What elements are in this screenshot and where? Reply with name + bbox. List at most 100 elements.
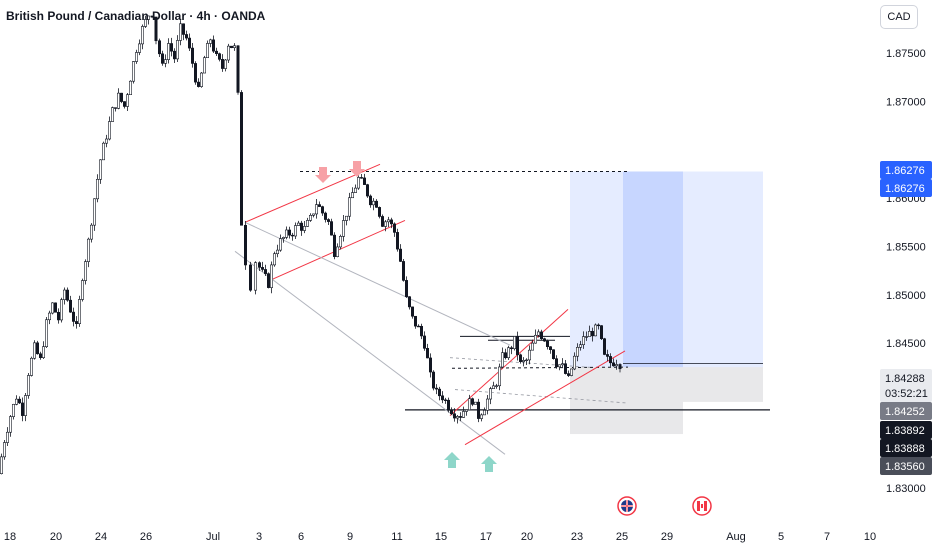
candle-body bbox=[428, 357, 432, 373]
candle-body bbox=[596, 324, 600, 327]
candle-body bbox=[114, 107, 118, 109]
candle-body bbox=[47, 312, 51, 321]
candle-body bbox=[158, 40, 162, 55]
candle-body bbox=[188, 37, 192, 49]
time-tick-label: Jul bbox=[206, 531, 220, 543]
candle-body bbox=[434, 387, 438, 390]
candle-body bbox=[230, 45, 234, 49]
time-tick-label: 10 bbox=[864, 531, 876, 543]
candle-body bbox=[323, 212, 327, 220]
symbol-title[interactable]: British Pound / Canadian Dollar · 4h · O… bbox=[6, 9, 266, 23]
target-price-tag-a: 1.86276 bbox=[885, 165, 925, 177]
level-tag-a: 1.83892 bbox=[885, 425, 925, 437]
candle-body bbox=[90, 224, 94, 240]
candle-body bbox=[335, 246, 339, 257]
candle-body bbox=[154, 16, 158, 42]
candle-body bbox=[41, 346, 45, 358]
target-zone-highlight bbox=[623, 171, 683, 368]
candle-body bbox=[44, 319, 48, 347]
time-tick-label: 26 bbox=[140, 531, 152, 543]
candle-body bbox=[66, 289, 70, 301]
candle-body bbox=[560, 363, 564, 366]
candle-body bbox=[338, 236, 342, 248]
price-tick-label: 1.85500 bbox=[886, 242, 926, 254]
candle-body bbox=[96, 178, 100, 200]
candle-body bbox=[212, 39, 216, 52]
long-position-tool bbox=[570, 171, 763, 435]
candle-body bbox=[548, 346, 552, 351]
channel-lower-3 bbox=[464, 350, 626, 446]
candle-body bbox=[425, 348, 429, 359]
current-price-tag-bg bbox=[880, 369, 932, 387]
candle-body bbox=[479, 414, 483, 419]
price-tick-label: 1.84500 bbox=[886, 338, 926, 350]
target-price-tag-a-bg bbox=[880, 161, 932, 179]
candle-body bbox=[527, 349, 531, 361]
candle-body bbox=[362, 177, 366, 185]
candle-body bbox=[584, 336, 588, 338]
candle-body bbox=[167, 43, 171, 60]
candle-body bbox=[15, 398, 19, 405]
candle-body bbox=[260, 267, 264, 270]
candle-body bbox=[410, 306, 414, 317]
candle-body bbox=[557, 364, 561, 368]
target-price-tag-b: 1.86276 bbox=[885, 183, 925, 195]
level-tag-b: 1.83888 bbox=[885, 443, 925, 455]
candle-body bbox=[72, 311, 76, 322]
candle-body bbox=[377, 207, 381, 217]
candle-body bbox=[120, 92, 124, 102]
candle-body bbox=[407, 296, 411, 308]
stop-price-tag: 1.83560 bbox=[885, 461, 925, 473]
candle-body bbox=[404, 280, 408, 297]
candle-body bbox=[35, 342, 39, 355]
candle-body bbox=[392, 223, 396, 233]
dashed-entry-line bbox=[451, 366, 629, 369]
candle-body bbox=[572, 355, 576, 370]
candle-body bbox=[566, 373, 570, 376]
candle-body bbox=[23, 395, 27, 416]
candle-body bbox=[224, 59, 228, 69]
candle-body bbox=[512, 336, 516, 350]
candle-body bbox=[150, 15, 154, 18]
time-tick-label: 5 bbox=[778, 531, 784, 543]
candle-body bbox=[539, 331, 543, 339]
entry-price-tag-bg bbox=[880, 402, 932, 420]
candle-body bbox=[170, 43, 174, 52]
candle-body bbox=[161, 53, 165, 64]
candle-body bbox=[176, 40, 180, 60]
candle-body bbox=[611, 362, 615, 367]
price-tick-label: 1.87500 bbox=[886, 48, 926, 60]
candle-body bbox=[347, 197, 351, 217]
candle-body bbox=[206, 43, 210, 59]
price-tags: 1.86276 1.86276 1.84288 03:52:21 1.84252 1.83… bbox=[880, 161, 932, 475]
candle-body bbox=[99, 159, 103, 180]
candle-body bbox=[9, 416, 13, 433]
candle-body bbox=[32, 342, 36, 359]
candle-body bbox=[75, 321, 79, 324]
candle-body bbox=[332, 234, 336, 257]
candle-body bbox=[515, 336, 519, 356]
candle-body bbox=[383, 221, 387, 227]
candle-body bbox=[545, 340, 549, 348]
candle-body bbox=[317, 204, 321, 207]
channel-upper-2 bbox=[244, 221, 511, 346]
candle-body bbox=[117, 92, 121, 109]
currency-button[interactable]: CAD bbox=[880, 5, 918, 29]
countdown-tag-bg bbox=[880, 384, 932, 402]
candle-body bbox=[554, 358, 558, 368]
candle-body bbox=[62, 289, 66, 300]
candle-body bbox=[524, 359, 528, 362]
down-arrow-right bbox=[349, 161, 365, 177]
candle-body bbox=[431, 371, 435, 389]
candle-body bbox=[215, 50, 219, 54]
candle-body bbox=[290, 234, 294, 237]
candle-body bbox=[197, 81, 201, 87]
candle-body bbox=[581, 336, 585, 346]
candle-body bbox=[244, 224, 248, 266]
candle-body bbox=[314, 204, 318, 215]
candle-body bbox=[194, 63, 198, 83]
time-tick-label: 20 bbox=[50, 531, 62, 543]
candle-body bbox=[602, 338, 606, 355]
candle-body bbox=[371, 200, 375, 206]
